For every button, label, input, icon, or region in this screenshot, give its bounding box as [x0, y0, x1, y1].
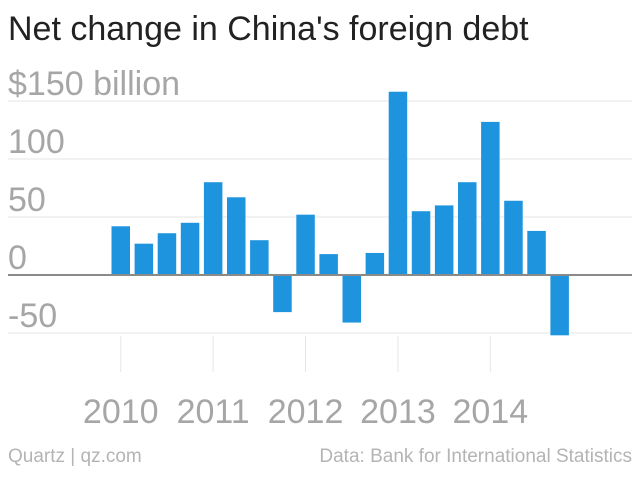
bar [319, 254, 338, 275]
bar [157, 233, 177, 275]
bar [550, 275, 569, 336]
x-tick-label: 2013 [360, 393, 436, 431]
bar [111, 226, 130, 275]
bars [8, 91, 632, 336]
bar [180, 222, 200, 275]
bar [388, 91, 408, 275]
y-tick-label: 100 [8, 123, 65, 161]
bar [250, 240, 269, 275]
bar [481, 121, 500, 275]
bar [527, 230, 546, 275]
data-source: Data: Bank for International Statistics [319, 446, 632, 467]
y-tick-label: 0 [8, 239, 27, 277]
x-tick-label: 2010 [83, 393, 159, 431]
x-axis-labels: 2010 2011 2012 2013 2014 [83, 393, 528, 431]
bar [296, 214, 315, 275]
bar [342, 275, 361, 323]
y-tick-label: -50 [8, 297, 57, 335]
bar [458, 182, 477, 275]
y-tick-label: $150 billion [8, 65, 180, 103]
x-tick-label: 2011 [177, 393, 250, 431]
bar [411, 211, 431, 275]
chart-title: Net change in China's foreign debt [8, 10, 529, 48]
bar [203, 182, 223, 275]
bar [365, 252, 385, 275]
bar [227, 197, 246, 275]
y-axis-labels: $150 billion 100 50 0 -50 [8, 65, 180, 335]
source-credit: Quartz | qz.com [8, 446, 142, 467]
bar [504, 200, 523, 275]
x-tick-label: 2014 [453, 393, 529, 431]
bar [434, 205, 454, 275]
bar [273, 275, 292, 313]
x-tick-label: 2012 [268, 393, 344, 431]
y-tick-label: 50 [8, 181, 46, 219]
bar [134, 243, 154, 275]
